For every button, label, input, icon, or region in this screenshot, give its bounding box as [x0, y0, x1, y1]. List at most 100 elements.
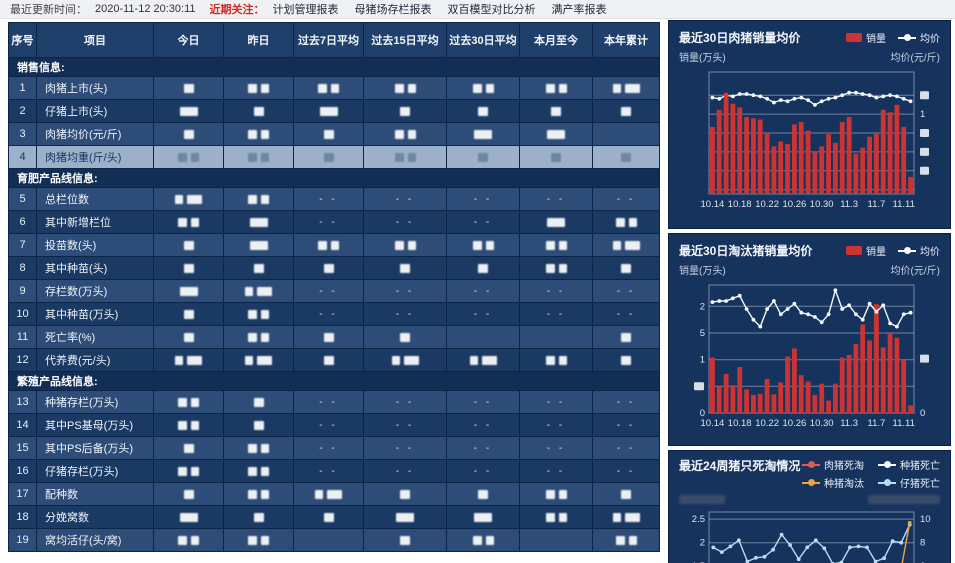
no-data-dashes: - -	[616, 397, 636, 408]
line-dot-swatch-icon	[878, 479, 896, 486]
table-cell	[223, 122, 294, 146]
svg-text:11.3: 11.3	[840, 199, 858, 210]
table-row[interactable]: 1 肉猪上市(头)	[8, 76, 660, 100]
table-cell: - -	[446, 210, 520, 234]
line-dot-swatch-icon	[898, 247, 916, 254]
redacted-value	[403, 355, 419, 365]
redacted-value	[178, 397, 187, 407]
legend-item-销量[interactable]: 销量	[846, 243, 886, 258]
table-row[interactable]: 19 窝均活仔(头/窝)	[8, 528, 660, 552]
svg-text:10.30: 10.30	[810, 199, 834, 210]
table-row[interactable]: 14 其中PS基母(万头) - - - - - - - - - -	[8, 413, 660, 437]
no-data-dashes: - -	[395, 217, 415, 228]
row-item-name: 其中种苗(万头)	[36, 302, 154, 326]
sales-price-chart-plot: 10.14 10.18 10.22 10.26 10.30 11.3 11.7 11.11 1	[701, 71, 929, 210]
update-time-label: 最近更新时间：	[10, 4, 87, 16]
cull-pig-chart-plot: 10.14 10.18 10.22 10.26 10.30 11.3 11.7 11.11 2 5…	[694, 284, 929, 429]
table-row[interactable]: 10 其中种苗(万头) - - - - - - - - - -	[8, 302, 660, 326]
table-row[interactable]: 8 其中种苗(头)	[8, 256, 660, 280]
redacted-value	[191, 420, 199, 430]
table-row[interactable]: 5 总栏位数 - - - - - - - - - -	[8, 187, 660, 211]
table-row[interactable]: 18 分娩窝数	[8, 505, 660, 529]
redacted-value	[175, 194, 183, 204]
table-cell: - -	[363, 459, 447, 483]
table-row[interactable]: 4 肉猪均重(斤/头)	[8, 145, 660, 169]
column-header: 序号	[8, 22, 37, 58]
table-cell: - -	[363, 302, 447, 326]
row-item-name: 存栏数(万头)	[36, 279, 154, 303]
legend-item-均价[interactable]: 均价	[898, 30, 940, 45]
row-item-name: 配种数	[36, 482, 154, 506]
row-item-name: 总栏位数	[36, 187, 154, 211]
legend-item-肉猪死淘[interactable]: 肉猪死淘	[802, 457, 864, 472]
table-cell	[519, 99, 593, 123]
legend-item-均价[interactable]: 均价	[898, 243, 940, 258]
row-number: 7	[8, 233, 37, 257]
table-row[interactable]: 12 代养费(元/头)	[8, 348, 660, 372]
redacted-value	[621, 355, 631, 365]
table-cell	[446, 256, 520, 280]
table-cell	[223, 528, 294, 552]
no-data-dashes: - -	[546, 194, 566, 205]
table-row[interactable]: 7 投苗数(头)	[8, 233, 660, 257]
redacted-value	[261, 152, 269, 162]
table-cell	[293, 76, 364, 100]
legend-item-销量[interactable]: 销量	[846, 30, 886, 45]
row-number: 1	[8, 76, 37, 100]
redacted-value	[545, 240, 555, 250]
report-link-0[interactable]: 计划管理报表	[272, 4, 339, 16]
table-row[interactable]: 3 肉猪均价(元/斤)	[8, 122, 660, 146]
table-cell	[153, 122, 224, 146]
table-cell	[153, 145, 224, 169]
table-row[interactable]: 9 存栏数(万头) - - - - - - - - - -	[8, 279, 660, 303]
redacted-value	[331, 83, 339, 93]
table-cell	[223, 99, 294, 123]
svg-text:2.5: 2.5	[692, 514, 705, 525]
report-link-2[interactable]: 双百模型对比分析	[447, 4, 536, 16]
no-data-dashes: - -	[473, 309, 493, 320]
svg-text:5: 5	[700, 328, 705, 339]
redacted-value	[323, 512, 334, 522]
table-cell	[592, 145, 660, 169]
table-row[interactable]: 15 其中PS后备(万头) - - - - - - - - - -	[8, 436, 660, 460]
sales-price-chart-card: 最近30日肉猪销量均价 销量 均价 销量(万头) 均价(元/斤) 10.14 10.…	[668, 20, 951, 229]
report-link-3[interactable]: 满产率报表	[551, 4, 607, 16]
table-row[interactable]: 11 死亡率(%)	[8, 325, 660, 349]
legend-item-仔猪死亡[interactable]: 仔猪死亡	[878, 475, 940, 490]
legend-item-种猪淘汰[interactable]: 种猪淘汰	[802, 475, 864, 490]
legend-item-种猪死亡[interactable]: 种猪死亡	[878, 457, 940, 472]
table-cell	[223, 482, 294, 506]
redacted-value	[319, 106, 338, 116]
redacted-value	[558, 263, 567, 273]
no-data-dashes: - -	[473, 286, 493, 297]
table-cell	[363, 348, 447, 372]
table-cell	[446, 99, 520, 123]
table-row[interactable]: 13 种猪存栏(万头) - - - - - - - - - -	[8, 390, 660, 414]
report-link-1[interactable]: 母猪场存栏报表	[354, 4, 432, 16]
table-row[interactable]: 17 配种数	[8, 482, 660, 506]
redacted-value	[245, 355, 253, 365]
redacted-value	[621, 152, 631, 162]
table-cell: - -	[446, 187, 520, 211]
table-cell: - -	[446, 390, 520, 414]
redacted-value	[318, 83, 327, 93]
row-item-name: 其中PS基母(万头)	[36, 413, 154, 437]
recent-focus-label: 近期关注：	[209, 4, 265, 16]
redacted-value	[248, 129, 257, 139]
table-cell: - -	[363, 210, 447, 234]
redacted-value	[191, 397, 199, 407]
redacted-value	[327, 489, 342, 499]
table-row[interactable]: 2 仔猪上市(头)	[8, 99, 660, 123]
table-cell: - -	[363, 279, 447, 303]
line-dot-swatch-icon	[898, 34, 916, 41]
row-item-name: 窝均活仔(头/窝)	[36, 528, 154, 552]
table-cell	[519, 505, 593, 529]
table-row[interactable]: 16 仔猪存栏(万头) - - - - - - - - - -	[8, 459, 660, 483]
table-row[interactable]: 6 其中新增栏位 - - - - - -	[8, 210, 660, 234]
table-cell: - -	[446, 302, 520, 326]
table-cell	[293, 256, 364, 280]
redacted-value	[472, 83, 482, 93]
row-number: 13	[8, 390, 37, 414]
redacted-value	[183, 240, 194, 250]
redacted-value	[612, 512, 621, 522]
